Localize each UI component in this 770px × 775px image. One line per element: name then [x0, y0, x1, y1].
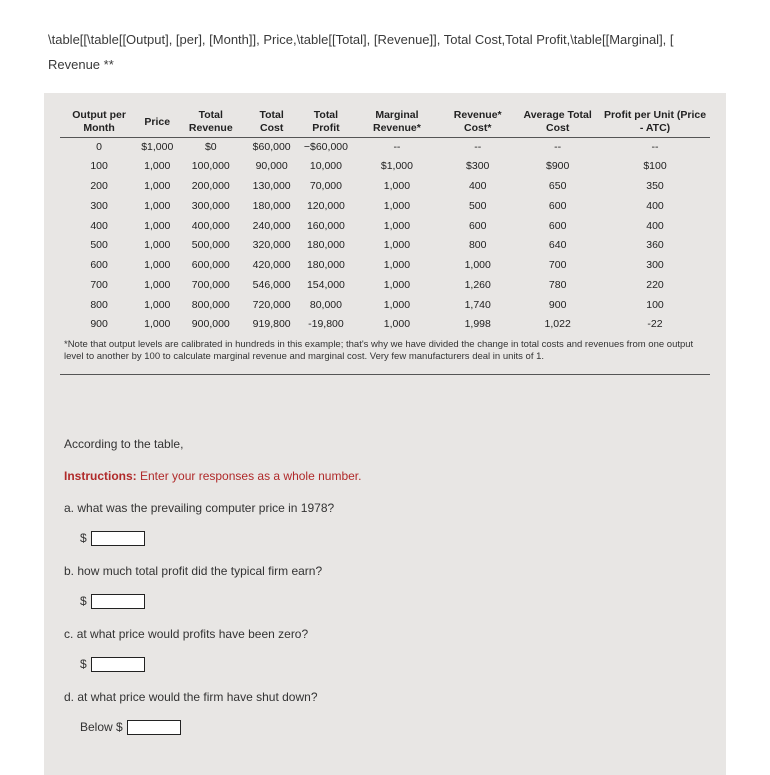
header-latex-text: \table[[\table[[Output], [per], [Month]]…	[0, 0, 770, 93]
header-line2: Revenue **	[48, 57, 114, 72]
col-total-profit: Total Profit	[298, 107, 354, 137]
col-revenue-cost: Revenue* Cost*	[440, 107, 515, 137]
question-c: c. at what price would profits have been…	[64, 625, 706, 643]
table-row: 9001,000900,000919,800-19,8001,0001,9981…	[60, 315, 710, 335]
answer-d-row: Below $	[80, 720, 706, 735]
table-body: 0$1,000$0$60,000−$60,000-------- 1001,00…	[60, 137, 710, 335]
table-row: 3001,000300,000180,000120,0001,000500600…	[60, 197, 710, 217]
answer-c-row: $	[80, 657, 706, 672]
col-avg-total-cost: Average Total Cost	[515, 107, 600, 137]
table-header-row: Output per Month Price Total Revenue Tot…	[60, 107, 710, 137]
qa-text: what was the prevailing computer price i…	[77, 501, 334, 515]
qc-prefix: $	[80, 657, 87, 671]
answer-a-row: $	[80, 531, 706, 546]
answer-b-row: $	[80, 594, 706, 609]
answer-b-input[interactable]	[91, 594, 145, 609]
col-output: Output per Month	[60, 107, 138, 137]
data-table: Output per Month Price Total Revenue Tot…	[60, 107, 710, 335]
instructions-block: According to the table, Instructions: En…	[60, 435, 710, 735]
table-row: 0$1,000$0$60,000−$60,000--------	[60, 137, 710, 157]
table-row: 8001,000800,000720,00080,0001,0001,74090…	[60, 296, 710, 316]
instructions-label: Instructions:	[64, 469, 137, 483]
qd-prefix: Below $	[80, 720, 123, 734]
qb-label: b.	[64, 562, 74, 580]
col-total-revenue: Total Revenue	[176, 107, 245, 137]
table-row: 6001,000600,000420,000180,0001,0001,0007…	[60, 256, 710, 276]
qb-text: how much total profit did the typical fi…	[77, 564, 322, 578]
instructions-text: Enter your responses as a whole number.	[137, 469, 362, 483]
qa-label: a.	[64, 499, 74, 517]
qd-label: d.	[64, 688, 74, 706]
question-a: a. what was the prevailing computer pric…	[64, 499, 706, 517]
qd-text: at what price would the firm have shut d…	[77, 690, 317, 704]
intro-text: According to the table,	[64, 435, 706, 453]
answer-a-input[interactable]	[91, 531, 145, 546]
col-profit-per-unit: Profit per Unit (Price - ATC)	[600, 107, 710, 137]
table-row: 5001,000500,000320,000180,0001,000800640…	[60, 236, 710, 256]
qb-prefix: $	[80, 594, 87, 608]
table-row: 2001,000200,000130,00070,0001,0004006503…	[60, 177, 710, 197]
col-total-cost: Total Cost	[245, 107, 298, 137]
table-row: 7001,000700,000546,000154,0001,0001,2607…	[60, 276, 710, 296]
answer-c-input[interactable]	[91, 657, 145, 672]
qc-label: c.	[64, 625, 73, 643]
col-price: Price	[138, 107, 176, 137]
col-marginal-revenue: Marginal Revenue*	[354, 107, 440, 137]
header-line1: \table[[\table[[Output], [per], [Month]]…	[48, 32, 674, 47]
table-row: 4001,000400,000240,000160,0001,000600600…	[60, 217, 710, 237]
table-footnote: *Note that output levels are calibrated …	[60, 335, 710, 375]
qa-prefix: $	[80, 531, 87, 545]
question-d: d. at what price would the firm have shu…	[64, 688, 706, 706]
answer-d-input[interactable]	[127, 720, 181, 735]
instructions-line: Instructions: Enter your responses as a …	[64, 467, 706, 485]
table-row: 1001,000100,00090,00010,000$1,000$300$90…	[60, 157, 710, 177]
question-panel: Output per Month Price Total Revenue Tot…	[44, 93, 726, 774]
question-b: b. how much total profit did the typical…	[64, 562, 706, 580]
qc-text: at what price would profits have been ze…	[77, 627, 308, 641]
